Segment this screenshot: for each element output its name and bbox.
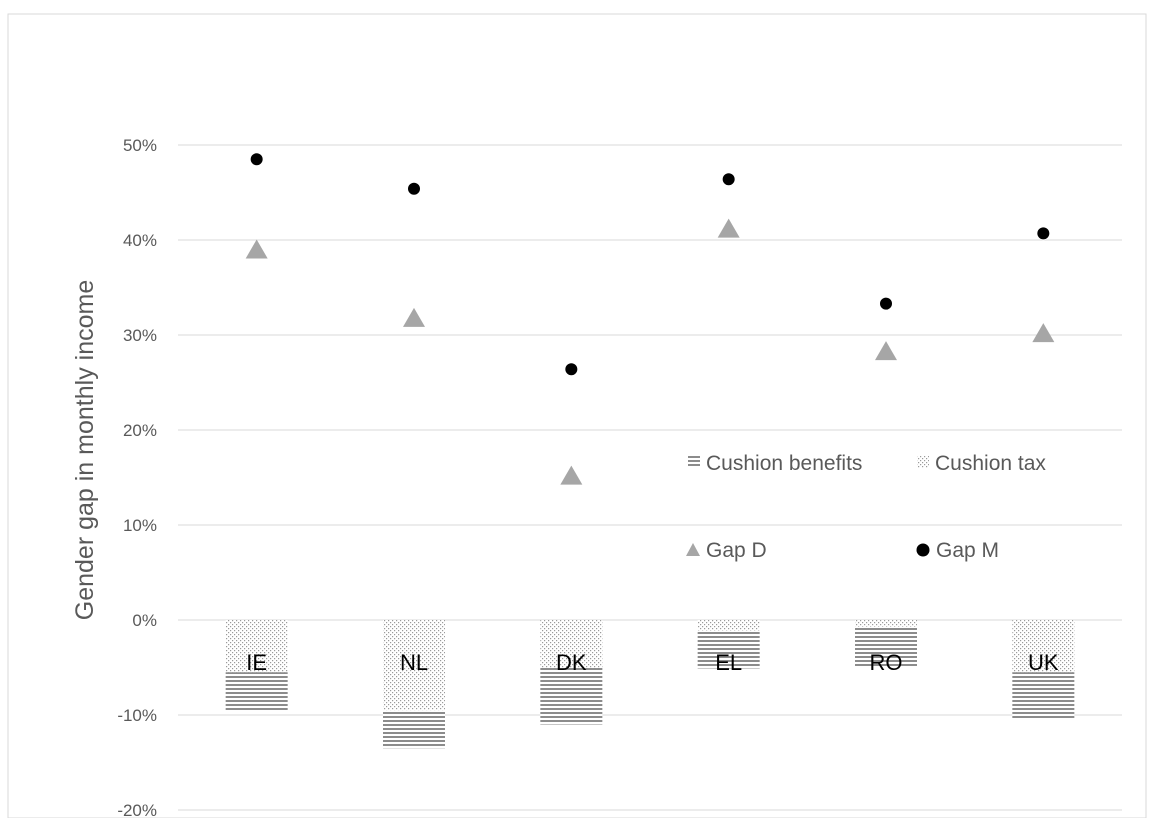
category-label-uk: UK: [1028, 650, 1059, 675]
marker-gap-m-uk: [1036, 226, 1051, 241]
y-tick-label: 20%: [123, 421, 157, 440]
y-axis-label: Gender gap in monthly income: [71, 280, 99, 620]
y-tick-label: 40%: [123, 231, 157, 250]
y-tick-label: 50%: [123, 136, 157, 155]
legend-label-cushion-tax: Cushion tax: [935, 452, 1046, 475]
bar-cushion-tax-ie: [225, 620, 288, 673]
category-label-ie: IE: [246, 650, 267, 675]
bar-cushion-benefits-nl: [383, 710, 445, 749]
y-tick-label: -20%: [117, 801, 157, 818]
legend-swatch-cushion-tax: [917, 456, 929, 468]
bar-cushion-tax-uk: [1012, 620, 1075, 673]
legend-circle-icon: [916, 543, 930, 557]
legend-item-gap-d: Gap D: [686, 539, 767, 562]
marker-gap-d-el: [717, 218, 740, 238]
category-labels: IE NL DK EL RO UK: [246, 650, 1059, 675]
bar-cushion-benefits-ro: [855, 626, 917, 668]
bar-cushion-tax-nl: [383, 620, 445, 711]
y-tick-labels: -20% -10% 0% 10% 20% 30% 40% 50%: [117, 136, 157, 820]
category-label-el: EL: [715, 650, 742, 675]
category-label-ro: RO: [870, 650, 903, 675]
y-tick-label: -10%: [117, 706, 157, 725]
bars: [225, 620, 1075, 749]
bar-cushion-tax-el: [697, 620, 760, 631]
y-tick-label: 0%: [132, 611, 157, 630]
bar-cushion-tax-dk: [540, 620, 603, 668]
marker-gap-d-nl: [403, 307, 425, 327]
category-label-dk: DK: [556, 650, 587, 675]
marker-gap-d-uk: [1032, 323, 1055, 343]
bar-cushion-benefits-dk: [540, 667, 603, 725]
legend-triangle-icon: [686, 543, 700, 556]
markers: [245, 152, 1055, 485]
legend-label-gap-d: Gap D: [706, 539, 767, 562]
marker-gap-m-dk: [564, 362, 579, 377]
marker-gap-m-ro: [879, 296, 893, 311]
y-tick-label: 30%: [123, 326, 157, 345]
legend-item-gap-m: Gap M: [916, 539, 999, 562]
legend-label-cushion-benefits: Cushion benefits: [706, 452, 862, 475]
legend-swatch-cushion-benefits: [688, 456, 700, 468]
legend: Cushion benefits Cushion tax Gap D Gap M: [686, 452, 1046, 562]
y-tick-label: 10%: [123, 516, 157, 535]
marker-gap-m-el: [721, 172, 736, 187]
bar-cushion-benefits-ie: [225, 672, 288, 711]
gridlines: [178, 144, 1122, 811]
bar-cushion-tax-ro: [855, 620, 917, 627]
marker-gap-d-dk: [560, 465, 583, 485]
marker-gap-d-ro: [875, 341, 897, 361]
legend-item-cushion-tax: Cushion tax: [917, 452, 1046, 475]
legend-item-cushion-benefits: Cushion benefits: [688, 452, 862, 475]
marker-gap-m-nl: [407, 181, 421, 196]
marker-gap-d-ie: [245, 239, 268, 259]
bar-cushion-benefits-el: [697, 630, 760, 669]
category-label-nl: NL: [400, 650, 428, 675]
legend-label-gap-m: Gap M: [936, 539, 999, 562]
marker-gap-m-ie: [249, 152, 264, 167]
bar-cushion-benefits-uk: [1012, 672, 1075, 720]
